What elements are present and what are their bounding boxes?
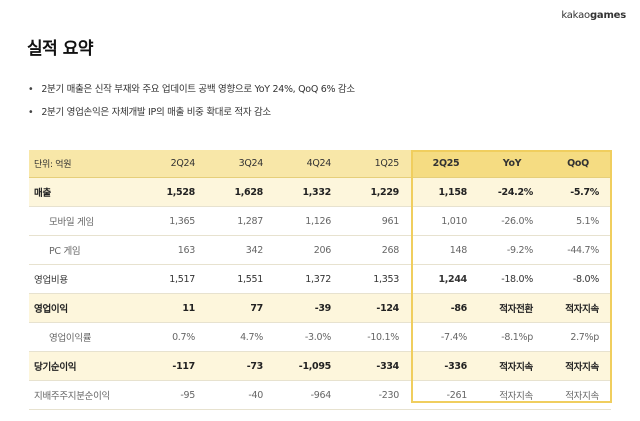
row-label: 지배주주지분순이익 [29, 380, 141, 410]
header-2q24: 2Q24 [141, 150, 209, 178]
table-cell: -39 [277, 293, 345, 323]
header-qoq: QoQ [545, 150, 611, 178]
table-cell: 2.7%p [545, 322, 611, 352]
table-cell: 148 [413, 235, 479, 265]
table-row-opex: 영업비용 1,517 1,551 1,372 1,353 1,244 -18.0… [29, 264, 611, 294]
row-label: 당기순이익 [29, 351, 141, 381]
table-cell: -964 [277, 380, 345, 410]
table-cell: 4.7% [209, 322, 277, 352]
table-cell: 적자지속 [545, 351, 611, 381]
table-cell: 1,126 [277, 206, 345, 236]
bullet-operating: 2분기 영업손익은 자체개발 IP의 매출 비중 확대로 적자 감소 [28, 106, 355, 120]
table-cell: -336 [413, 351, 479, 381]
header-3q24: 3Q24 [209, 150, 277, 178]
row-label: 모바일 게임 [29, 206, 141, 236]
table-cell: 206 [277, 235, 345, 265]
table-cell: -73 [209, 351, 277, 381]
header-4q24: 4Q24 [277, 150, 345, 178]
table-cell: -18.0% [479, 264, 545, 294]
table-cell: -9.2% [479, 235, 545, 265]
brand-games: games [589, 10, 626, 21]
table-cell: -334 [345, 351, 413, 381]
table-cell: 163 [141, 235, 209, 265]
bullet-revenue: 2분기 매출은 신작 부재와 주요 업데이트 공백 영향으로 YoY 24%, … [28, 83, 355, 97]
table-cell: -5.7% [545, 177, 611, 207]
table-cell: 342 [209, 235, 277, 265]
table-cell: -7.4% [413, 322, 479, 352]
brand-kakao: kakao [561, 10, 590, 21]
summary-bullets: 2분기 매출은 신작 부재와 주요 업데이트 공백 영향으로 YoY 24%, … [28, 83, 355, 129]
table-cell: -26.0% [479, 206, 545, 236]
table-cell: 1,551 [209, 264, 277, 294]
table-cell: 1,528 [141, 177, 209, 207]
table-row-op-margin: 영업이익률 0.7% 4.7% -3.0% -10.1% -7.4% -8.1%… [29, 322, 611, 352]
table-cell: 적자지속 [545, 380, 611, 410]
table-cell: 적자전환 [479, 293, 545, 323]
table-cell: 1,010 [413, 206, 479, 236]
table-cell: -40 [209, 380, 277, 410]
unit-label: 단위: 억원 [29, 150, 141, 178]
row-label: 영업이익 [29, 293, 141, 323]
table-cell: 11 [141, 293, 209, 323]
table-row-op-income: 영업이익 11 77 -39 -124 -86 적자전환 적자지속 [29, 293, 611, 323]
page-title: 실적 요약 [27, 39, 93, 59]
table-cell: -8.1%p [479, 322, 545, 352]
table-cell: 961 [345, 206, 413, 236]
table-cell: 268 [345, 235, 413, 265]
row-label: 영업비용 [29, 264, 141, 294]
table-cell: 1,353 [345, 264, 413, 294]
table-cell: 1,517 [141, 264, 209, 294]
earnings-table: 단위: 억원 2Q24 3Q24 4Q24 1Q25 2Q25 YoY QoQ … [29, 150, 611, 410]
table-cell: -1,095 [277, 351, 345, 381]
table-cell: 1,365 [141, 206, 209, 236]
header-1q25: 1Q25 [345, 150, 413, 178]
table-cell: 1,158 [413, 177, 479, 207]
table-cell: -95 [141, 380, 209, 410]
table-cell: 1,287 [209, 206, 277, 236]
table-cell: -3.0% [277, 322, 345, 352]
table-row-mobile: 모바일 게임 1,365 1,287 1,126 961 1,010 -26.0… [29, 206, 611, 236]
row-label: PC 게임 [29, 235, 141, 265]
table-cell: -24.2% [479, 177, 545, 207]
brand-logo: kakaogames [561, 10, 626, 21]
table-cell: -124 [345, 293, 413, 323]
table-cell: 1,372 [277, 264, 345, 294]
table-cell: -230 [345, 380, 413, 410]
table-cell: -261 [413, 380, 479, 410]
row-label: 영업이익률 [29, 322, 141, 352]
table-header-row: 단위: 억원 2Q24 3Q24 4Q24 1Q25 2Q25 YoY QoQ [29, 150, 611, 178]
table-cell: -8.0% [545, 264, 611, 294]
header-2q25: 2Q25 [413, 150, 479, 178]
table-cell: -44.7% [545, 235, 611, 265]
table-row-controlling-net-income: 지배주주지분순이익 -95 -40 -964 -230 -261 적자지속 적자… [29, 380, 611, 410]
table-cell: 적자지속 [479, 380, 545, 410]
table-cell: 77 [209, 293, 277, 323]
table-cell: 1,628 [209, 177, 277, 207]
table-cell: 1,229 [345, 177, 413, 207]
table-cell: -117 [141, 351, 209, 381]
table-cell: 5.1% [545, 206, 611, 236]
header-yoy: YoY [479, 150, 545, 178]
table-cell: 1,332 [277, 177, 345, 207]
row-label: 매출 [29, 177, 141, 207]
table-row-net-income: 당기순이익 -117 -73 -1,095 -334 -336 적자지속 적자지… [29, 351, 611, 381]
table-cell: 적자지속 [545, 293, 611, 323]
table-cell: 1,244 [413, 264, 479, 294]
table-cell: -86 [413, 293, 479, 323]
table-cell: -10.1% [345, 322, 413, 352]
table-row-revenue: 매출 1,528 1,628 1,332 1,229 1,158 -24.2% … [29, 177, 611, 207]
table-cell: 적자지속 [479, 351, 545, 381]
table-cell: 0.7% [141, 322, 209, 352]
table-row-pc: PC 게임 163 342 206 268 148 -9.2% -44.7% [29, 235, 611, 265]
